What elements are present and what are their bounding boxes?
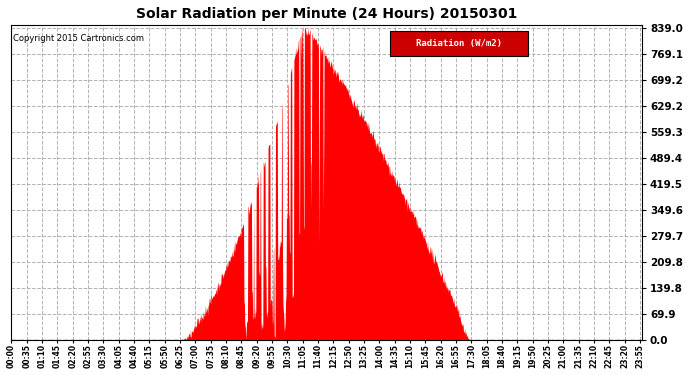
FancyBboxPatch shape [390,31,528,56]
Text: Copyright 2015 Cartronics.com: Copyright 2015 Cartronics.com [12,34,144,44]
Text: Radiation (W/m2): Radiation (W/m2) [416,39,502,48]
Title: Solar Radiation per Minute (24 Hours) 20150301: Solar Radiation per Minute (24 Hours) 20… [136,7,518,21]
